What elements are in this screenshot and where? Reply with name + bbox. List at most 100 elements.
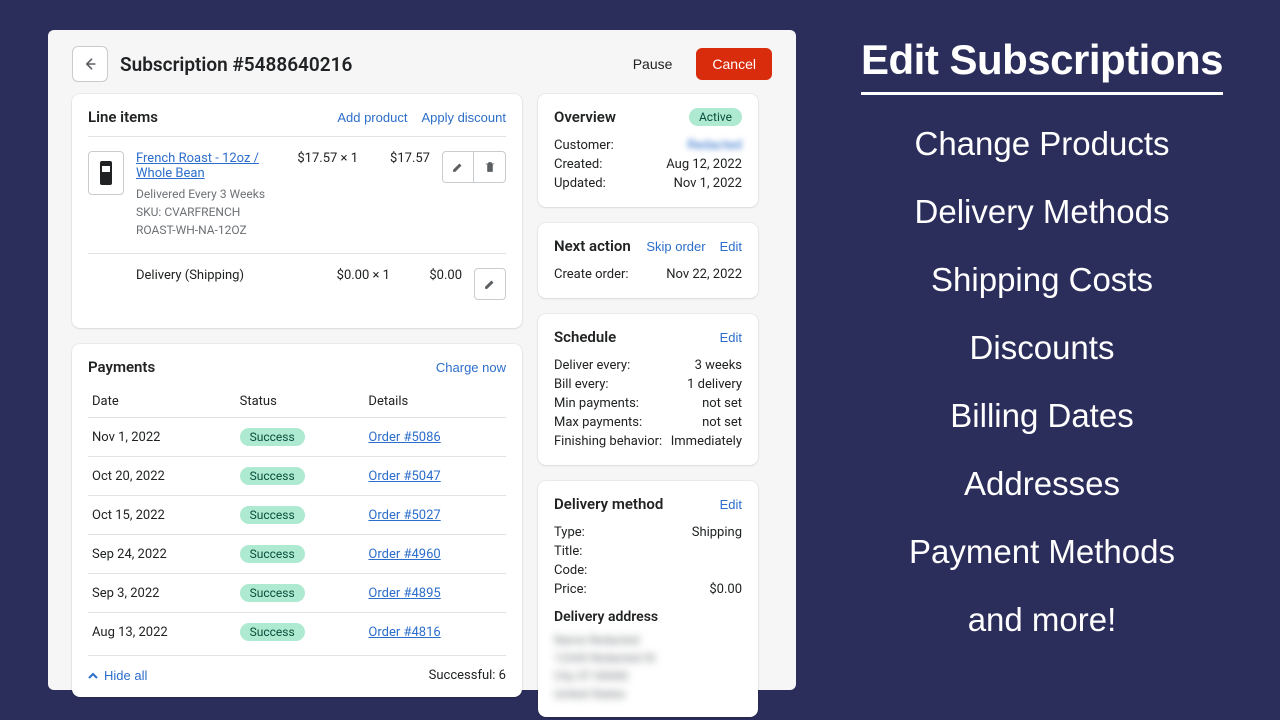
edit-next-action-button[interactable]: Edit xyxy=(720,239,742,254)
payment-status-badge: Success xyxy=(240,623,305,641)
product-sku: SKU: CVARFRENCH ROAST-WH-NA-12OZ xyxy=(136,203,276,239)
app-panel: Subscription #5488640216 Pause Cancel Li… xyxy=(48,30,796,690)
apply-discount-button[interactable]: Apply discount xyxy=(421,110,506,125)
payment-status-badge: Success xyxy=(240,584,305,602)
shipping-row: Delivery (Shipping) $0.00 × 1 $0.00 xyxy=(88,253,506,314)
edit-shipping-button[interactable] xyxy=(474,268,506,300)
delivery-address: Name Redacted 12345 Redacted St City ST … xyxy=(554,631,742,703)
created-value: Aug 12, 2022 xyxy=(666,157,742,172)
promo-item: Change Products xyxy=(909,125,1175,163)
payment-date: Oct 20, 2022 xyxy=(88,457,236,496)
skip-order-button[interactable]: Skip order xyxy=(646,239,705,254)
arrow-left-icon xyxy=(82,56,98,72)
cancel-button[interactable]: Cancel xyxy=(696,48,772,80)
status-badge: Active xyxy=(689,108,742,126)
schedule-row: Max payments:not set xyxy=(554,413,742,432)
promo-panel: Edit Subscriptions Change Products Delive… xyxy=(796,0,1280,720)
customer-label: Customer: xyxy=(554,138,614,153)
schedule-row: Bill every:1 delivery xyxy=(554,375,742,394)
page-title: Subscription #5488640216 xyxy=(120,53,609,76)
delivery-card: Delivery method Edit Type:ShippingTitle:… xyxy=(538,481,758,717)
delivery-row: Code: xyxy=(554,561,742,580)
edit-line-item-button[interactable] xyxy=(442,151,474,183)
order-link[interactable]: Order #4816 xyxy=(368,625,440,640)
line-items-card: Line items Add product Apply discount Fr… xyxy=(72,94,522,328)
payments-table: Date Status Details Nov 1, 2022SuccessOr… xyxy=(88,386,506,651)
schedule-title: Schedule xyxy=(554,328,706,346)
order-link[interactable]: Order #5047 xyxy=(368,469,440,484)
add-product-button[interactable]: Add product xyxy=(337,110,407,125)
delete-line-item-button[interactable] xyxy=(474,151,506,183)
table-row: Sep 24, 2022Success Order #4960 xyxy=(88,535,506,574)
col-details: Details xyxy=(364,386,506,418)
order-link[interactable]: Order #4960 xyxy=(368,547,440,562)
promo-item: Delivery Methods xyxy=(909,193,1175,231)
payment-status-badge: Success xyxy=(240,545,305,563)
pause-button[interactable]: Pause xyxy=(621,48,685,80)
payments-title: Payments xyxy=(88,358,422,376)
schedule-row: Finishing behavior:Immediately xyxy=(554,432,742,451)
hide-all-label: Hide all xyxy=(104,668,147,683)
promo-item: Payment Methods xyxy=(909,533,1175,571)
table-row: Sep 3, 2022SuccessOrder #4895 xyxy=(88,574,506,613)
table-row: Nov 1, 2022Success Order #5086 xyxy=(88,418,506,457)
shipping-unit: $0.00 × 1 xyxy=(320,268,390,283)
payments-card: Payments Charge now Date Status Details … xyxy=(72,344,522,697)
page-header: Subscription #5488640216 Pause Cancel xyxy=(72,38,772,94)
charge-now-button[interactable]: Charge now xyxy=(436,360,506,375)
promo-item: Discounts xyxy=(909,329,1175,367)
line-item-unit: $17.57 × 1 xyxy=(288,151,358,166)
create-order-label: Create order: xyxy=(554,267,629,282)
schedule-row: Deliver every:3 weeks xyxy=(554,356,742,375)
pencil-icon xyxy=(483,277,497,291)
overview-title: Overview xyxy=(554,108,689,126)
payment-date: Nov 1, 2022 xyxy=(88,418,236,457)
shipping-total: $0.00 xyxy=(402,268,462,283)
updated-value: Nov 1, 2022 xyxy=(674,176,742,191)
created-label: Created: xyxy=(554,157,602,172)
delivery-title: Delivery method xyxy=(554,495,706,513)
create-order-value: Nov 22, 2022 xyxy=(666,267,742,282)
product-cadence: Delivered Every 3 Weeks xyxy=(136,185,276,203)
table-row: Aug 13, 2022SuccessOrder #4816 xyxy=(88,613,506,652)
promo-heading: Edit Subscriptions xyxy=(861,36,1223,95)
order-link[interactable]: Order #5027 xyxy=(368,508,440,523)
order-link[interactable]: Order #4895 xyxy=(368,586,440,601)
edit-delivery-button[interactable]: Edit xyxy=(720,497,742,512)
payment-status-badge: Success xyxy=(240,467,305,485)
payment-status-badge: Success xyxy=(240,428,305,446)
line-item-row: French Roast - 12oz / Whole Bean Deliver… xyxy=(88,136,506,253)
hide-all-button[interactable]: Hide all xyxy=(88,668,147,683)
back-button[interactable] xyxy=(72,46,108,82)
pencil-icon xyxy=(451,160,465,174)
line-item-total: $17.57 xyxy=(370,151,430,166)
table-row: Oct 20, 2022Success Order #5047 xyxy=(88,457,506,496)
next-action-title: Next action xyxy=(554,237,632,255)
col-date: Date xyxy=(88,386,236,418)
customer-link[interactable]: Redacted xyxy=(687,138,742,153)
promo-item: and more! xyxy=(909,601,1175,639)
line-items-title: Line items xyxy=(88,108,323,126)
payments-summary: Successful: 6 xyxy=(429,668,506,683)
delivery-row: Type:Shipping xyxy=(554,523,742,542)
payment-date: Sep 24, 2022 xyxy=(88,535,236,574)
payment-date: Oct 15, 2022 xyxy=(88,496,236,535)
col-status: Status xyxy=(236,386,365,418)
product-thumbnail xyxy=(88,151,124,195)
edit-schedule-button[interactable]: Edit xyxy=(720,330,742,345)
product-link[interactable]: French Roast - 12oz / Whole Bean xyxy=(136,151,276,181)
overview-card: Overview Active Customer: Redacted Create… xyxy=(538,94,758,207)
delivery-address-title: Delivery address xyxy=(554,609,742,625)
trash-icon xyxy=(483,160,497,174)
caret-up-icon xyxy=(88,671,98,681)
updated-label: Updated: xyxy=(554,176,606,191)
delivery-row: Title: xyxy=(554,542,742,561)
shipping-label: Delivery (Shipping) xyxy=(136,268,308,283)
payment-status-badge: Success xyxy=(240,506,305,524)
order-link[interactable]: Order #5086 xyxy=(368,430,440,445)
schedule-row: Min payments:not set xyxy=(554,394,742,413)
promo-item: Addresses xyxy=(909,465,1175,503)
table-row: Oct 15, 2022Success Order #5027 xyxy=(88,496,506,535)
delivery-row: Price:$0.00 xyxy=(554,580,742,599)
promo-item: Shipping Costs xyxy=(909,261,1175,299)
